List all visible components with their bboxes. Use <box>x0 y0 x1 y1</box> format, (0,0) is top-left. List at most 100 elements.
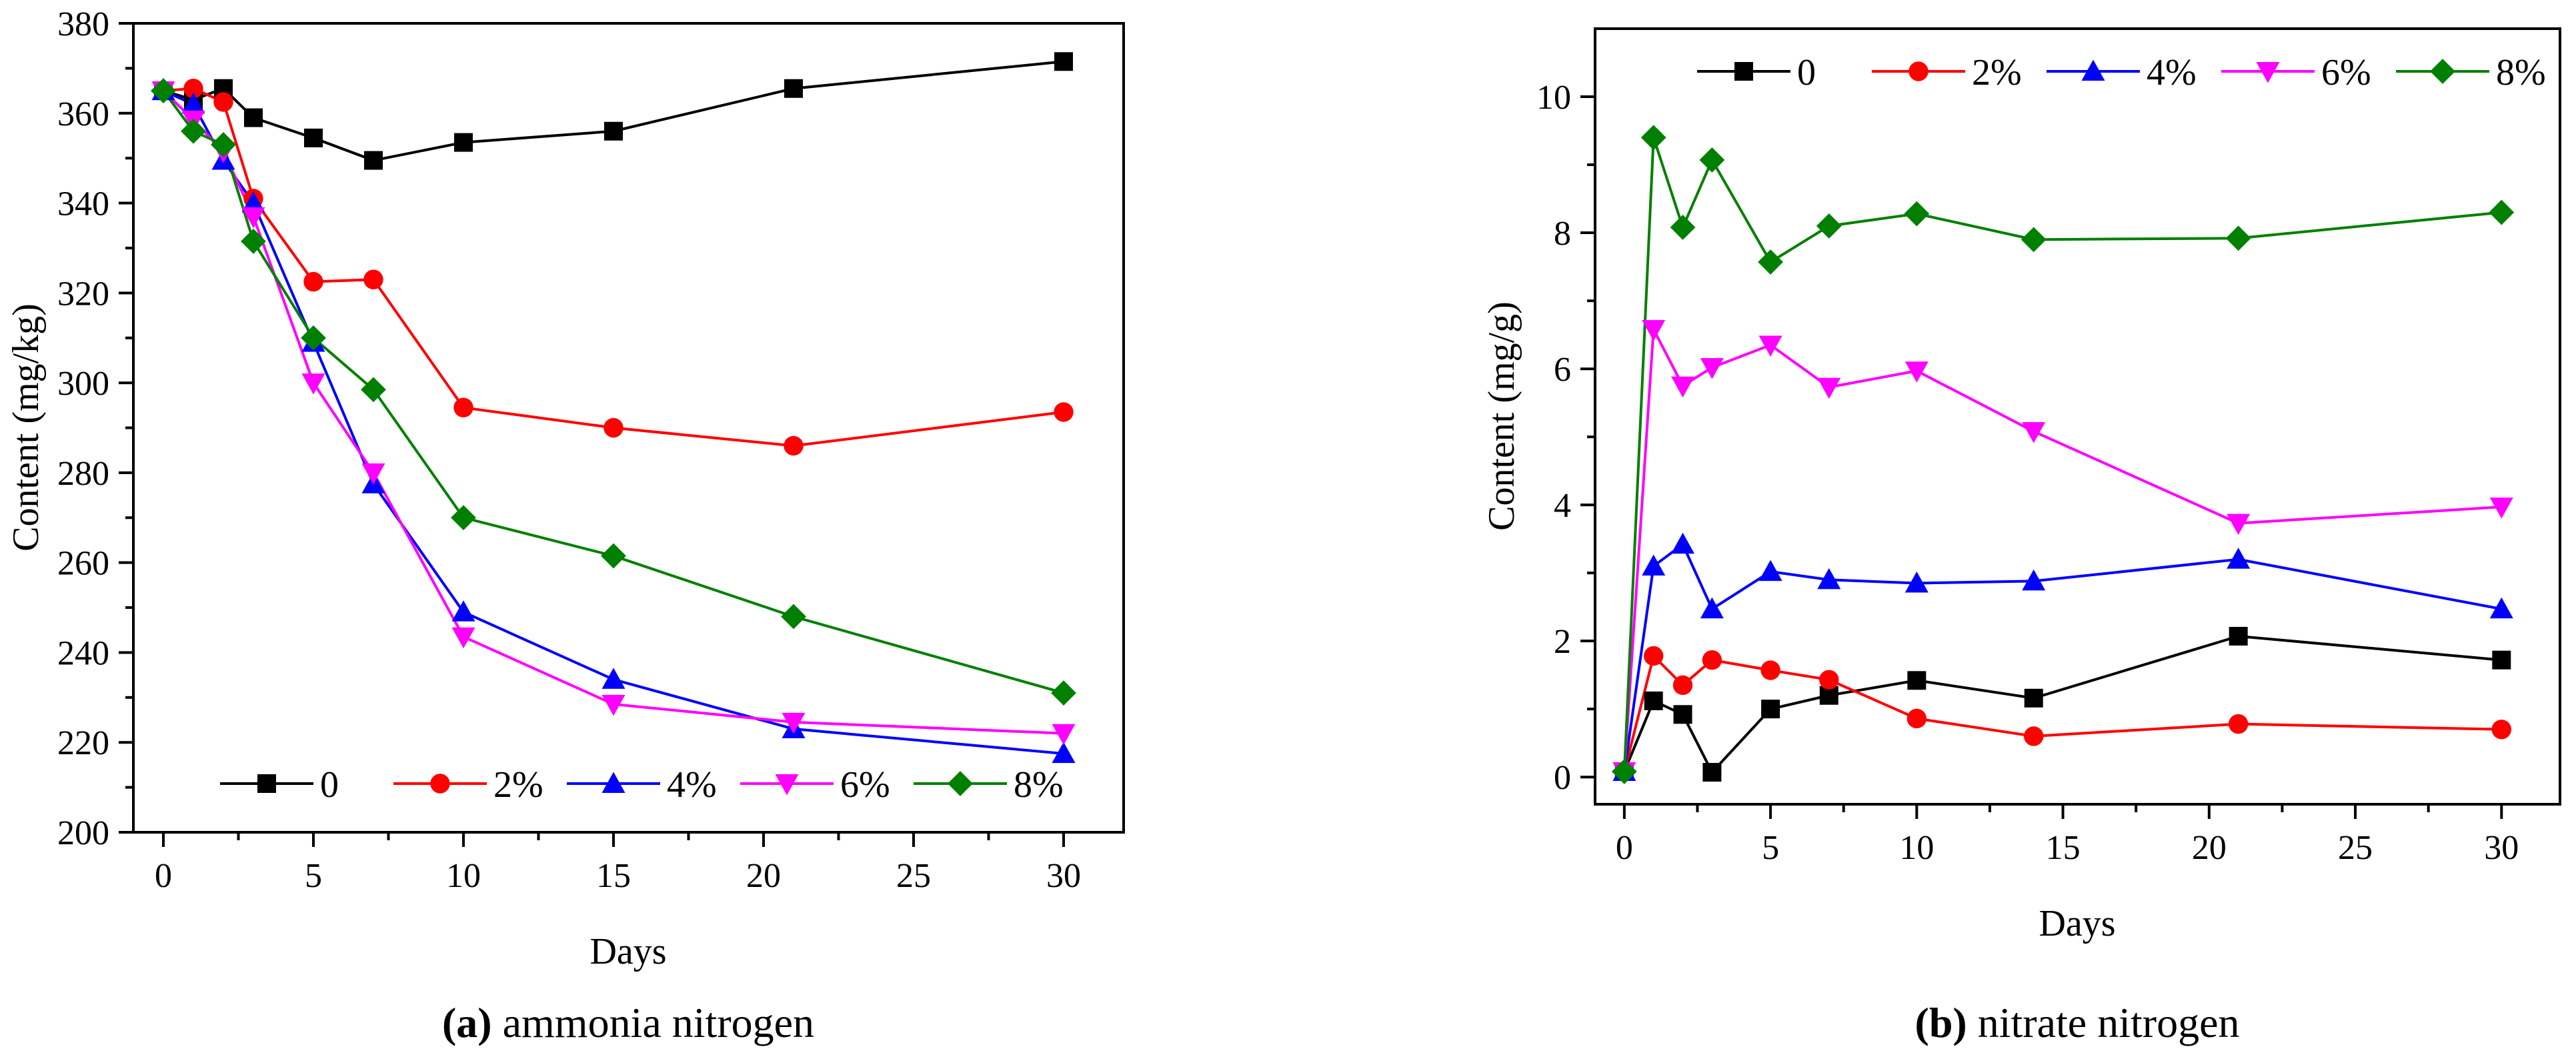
panel-b-data-point-4pct <box>2022 569 2046 591</box>
panel-a-x-axis-title: Days <box>589 931 666 972</box>
panel-a-data-point-2pct <box>453 397 473 417</box>
panel-b-x-axis-title: Days <box>2039 903 2115 944</box>
panel-b-data-point-8pct <box>2489 199 2515 225</box>
panel-b-data-point-6pct <box>1758 335 1782 357</box>
panel-b-x-tick-label: 0 <box>1616 829 1633 867</box>
panel-b-data-point-0 <box>2229 627 2248 646</box>
panel-b-y-ticks: 0 2 4 6 8 10 <box>1536 79 1595 797</box>
panel-b-data-point-6pct <box>1904 361 1928 383</box>
panel-b-caption-text: nitrate nitrogen <box>1967 999 2240 1046</box>
panel-b-data-point-6pct <box>1817 377 1841 399</box>
panel-a-data-point-2pct <box>213 92 233 112</box>
panel-a-y-ticks: 200 220 240 260 280 300 320 340 360 380 <box>57 5 133 852</box>
panel-b-data-point-2pct <box>1819 670 1839 690</box>
panel-b-x-tick-label: 25 <box>2338 829 2373 867</box>
panel-a-data-point-0 <box>244 108 263 127</box>
panel-b-data-point-4pct <box>1700 597 1724 619</box>
panel-a-data-point-4pct <box>451 600 475 622</box>
panel-b-data-point-2pct <box>2228 714 2249 734</box>
panel-a-series <box>151 52 1076 764</box>
panel-b-data-point-2pct <box>1672 675 1693 696</box>
panel-b-data-point-0 <box>2492 650 2511 670</box>
panel-a-y-tick-label: 260 <box>57 545 109 583</box>
panel-a-y-tick-label: 360 <box>57 95 109 133</box>
panel-a-data-point-8pct <box>451 505 476 531</box>
panel-b-legend-marker <box>1908 61 1928 81</box>
panel-a-legend-marker <box>430 774 450 794</box>
panel-a-y-tick-label: 200 <box>57 814 109 852</box>
panel-b-y-tick-label: 0 <box>1554 759 1571 797</box>
panel-b-data-point-6pct <box>2489 497 2513 519</box>
panel-b-data-point-8pct <box>2225 225 2251 251</box>
panel-a-data-point-0 <box>1054 52 1073 71</box>
panel-b-y-tick-label: 8 <box>1554 215 1571 253</box>
panel-a-data-point-4pct <box>1052 742 1076 764</box>
panel-a-data-point-6pct <box>361 463 385 485</box>
panel-b-series-line-4pct <box>1622 542 2502 772</box>
panel-b-series-line-6pct <box>1622 324 2502 772</box>
panel-b-data-point-0 <box>1907 671 1926 690</box>
panel-b-x-tick-label: 10 <box>1899 829 1934 867</box>
panel-a-plot-frame <box>132 22 1125 834</box>
panel-b-plot-frame <box>1594 27 2561 806</box>
panel-a-data-point-0 <box>364 151 383 170</box>
panel-a-data-point-4pct <box>241 191 265 213</box>
panel-a-data-point-8pct <box>1051 680 1076 706</box>
panel-a-data-point-8pct <box>211 132 236 157</box>
panel-a-data-point-8pct <box>781 604 806 630</box>
panel-b-data-point-8pct <box>1640 125 1666 151</box>
panel-a-data-point-2pct <box>183 79 203 99</box>
panel-a-data-point-6pct <box>1052 724 1076 746</box>
panel-b-x-ticks: 0 5 10 15 20 25 30 <box>1616 804 2519 867</box>
panel-b-legend-marker <box>2430 59 2455 84</box>
panel-b-legend-label: 2% <box>1972 52 2022 93</box>
panel-b-data-point-0 <box>1702 763 1722 782</box>
panel-a-data-point-2pct <box>363 269 383 289</box>
panel-b-data-point-2pct <box>1906 708 1927 729</box>
panel-b-data-point-4pct <box>2489 597 2513 619</box>
panel-b-legend-label: 4% <box>2147 52 2197 93</box>
panel-b: 0 5 10 15 20 25 30 0 2 4 6 8 10 0 2% 4% 6% 8% Days Cont… <box>1481 27 2561 1046</box>
panel-b-data-point-8pct <box>1699 147 1725 173</box>
panel-b-data-point-6pct <box>2022 421 2046 443</box>
panel-a-data-point-0 <box>604 121 623 141</box>
panel-b-data-point-6pct <box>1642 319 1666 341</box>
panel-a-data-point-6pct <box>782 712 806 734</box>
panel-b-data-point-4pct <box>1671 532 1695 554</box>
panel-a-y-tick-label: 300 <box>57 365 109 403</box>
panel-a-legend-marker <box>948 771 973 796</box>
panel-a-series-line-0 <box>163 60 1064 162</box>
panel-b-x-tick-label: 30 <box>2484 829 2519 867</box>
panel-b-y-tick-label: 2 <box>1554 623 1571 661</box>
panel-a-data-point-2pct <box>784 435 804 456</box>
panel-a-y-tick-label: 380 <box>57 5 109 43</box>
panel-a-legend-label: 6% <box>840 764 890 806</box>
panel-b-data-point-4pct <box>1642 554 1666 576</box>
panel-a-data-point-0 <box>454 133 473 152</box>
panel-a-data-point-8pct <box>301 325 326 351</box>
panel-a-y-axis-title: Content (mg/kg) <box>5 303 47 552</box>
panel-b-series-line-0 <box>1623 634 2502 775</box>
panel-b-data-point-6pct <box>1671 376 1695 398</box>
panel-b-data-point-8pct <box>1758 249 1783 275</box>
panel-b-series-line-2pct <box>1622 653 2502 772</box>
panel-b-legend-marker <box>2081 59 2105 81</box>
panel-b-y-tick-label: 10 <box>1536 79 1571 117</box>
panel-a-series-line-8pct <box>162 89 1064 695</box>
panel-b-series-line-8pct <box>1622 137 2502 772</box>
panel-b-legend-label: 6% <box>2321 52 2371 93</box>
panel-a-caption: (a) ammonia nitrogen <box>442 999 814 1046</box>
panel-b-data-point-8pct <box>1904 201 1930 227</box>
panel-b-caption: (b) nitrate nitrogen <box>1915 999 2240 1046</box>
panel-b-data-point-2pct <box>2491 720 2512 740</box>
panel-a-data-point-8pct <box>601 543 626 569</box>
panel-a-legend: 0 2% 4% 6% 8% <box>220 764 1064 806</box>
panel-b-data-point-8pct <box>1670 214 1696 240</box>
panel-b-data-point-2pct <box>1643 646 1664 666</box>
panel-a-x-ticks: 0 5 10 15 20 25 30 <box>155 832 1081 895</box>
panel-b-y-tick-label: 4 <box>1554 487 1571 525</box>
panel-a-y-tick-label: 220 <box>57 724 109 762</box>
panel-b-data-point-8pct <box>1816 213 1842 239</box>
panel-a-data-point-6pct <box>241 207 265 229</box>
